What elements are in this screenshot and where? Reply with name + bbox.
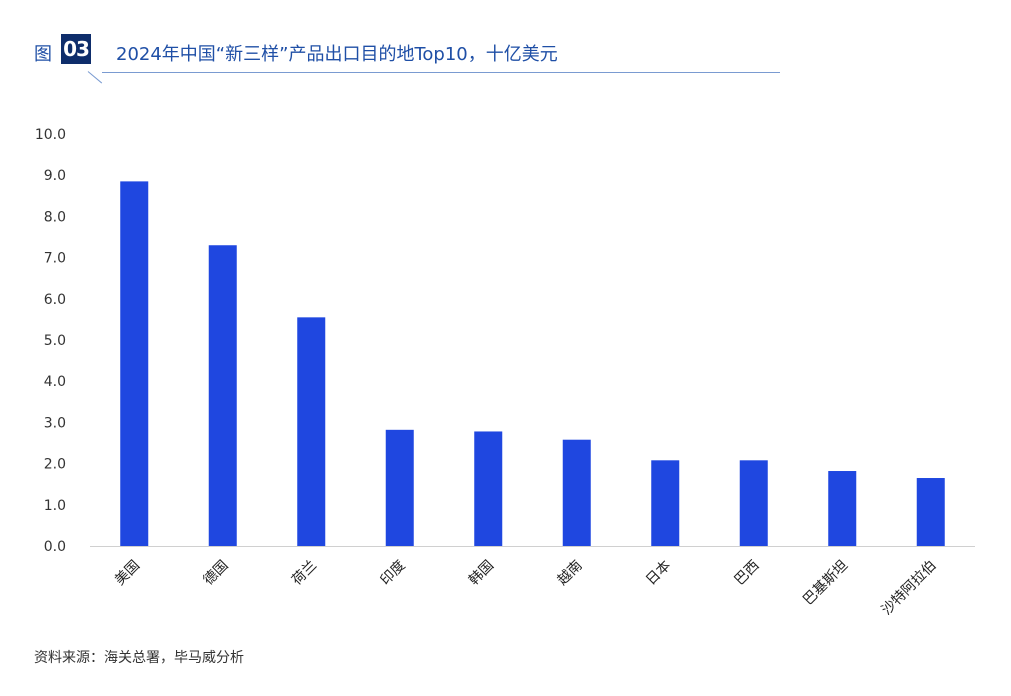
- bar-4: [474, 431, 503, 546]
- y-tick-label: 2.0: [44, 457, 66, 473]
- y-tick-label: 9.0: [44, 168, 66, 184]
- y-tick-label: 7.0: [44, 251, 66, 267]
- figure-number-badge: 03: [61, 34, 91, 64]
- y-tick-label: 4.0: [44, 374, 66, 390]
- x-tick-label: 德国: [200, 558, 231, 589]
- x-tick-label: 印度: [377, 558, 408, 589]
- bar-7: [739, 460, 768, 546]
- bar-6: [651, 460, 680, 546]
- y-tick-label: 10.0: [35, 127, 66, 143]
- source-note: 资料来源：海关总署，毕马威分析: [34, 650, 244, 666]
- x-tick-label: 韩国: [466, 558, 497, 589]
- header-underline: [102, 72, 780, 73]
- bar-8: [828, 471, 857, 546]
- x-tick-label: 越南: [554, 558, 585, 589]
- y-tick-label: 1.0: [44, 498, 66, 514]
- bar-3: [385, 429, 414, 546]
- x-tick-label: 沙特阿拉伯: [879, 558, 940, 619]
- x-tick-label: 美国: [112, 558, 143, 589]
- y-tick-label: 3.0: [44, 415, 66, 431]
- bar-0: [120, 181, 149, 546]
- x-tick-label: 荷兰: [289, 558, 320, 589]
- x-tick-label: 巴基斯坦: [799, 557, 851, 609]
- x-tick-label: 日本: [643, 558, 674, 589]
- y-tick-label: 0.0: [44, 539, 66, 555]
- x-tick-label: 巴西: [731, 558, 762, 589]
- bar-1: [208, 245, 237, 547]
- bar-9: [916, 478, 945, 546]
- bar-5: [562, 439, 591, 546]
- bar-2: [297, 317, 326, 546]
- y-tick-label: 5.0: [44, 333, 66, 349]
- chart-title: 2024年中国“新三样”产品出口目的地Top10，十亿美元: [116, 44, 558, 65]
- y-tick-label: 8.0: [44, 209, 66, 225]
- y-tick-label: 6.0: [44, 292, 66, 308]
- figure-header: 图 03 2024年中国“新三样”产品出口目的地Top10，十亿美元: [34, 30, 780, 84]
- figure-label: 图: [34, 44, 52, 65]
